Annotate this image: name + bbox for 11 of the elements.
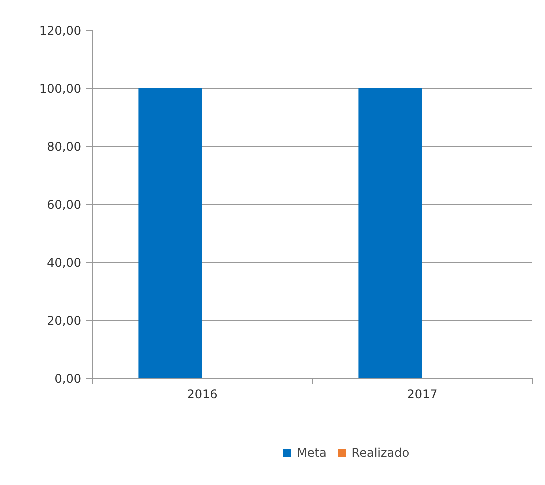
x-tick-label: 2016 <box>187 388 218 402</box>
y-tick-label: 40,00 <box>47 256 82 270</box>
y-tick-label: 80,00 <box>47 140 82 154</box>
legend-label: Realizado <box>352 446 410 460</box>
y-tick-label: 100,00 <box>40 82 82 96</box>
y-tick-label: 0,00 <box>54 372 82 386</box>
y-tick-label: 20,00 <box>47 314 82 328</box>
y-tick-label: 120,00 <box>40 24 82 38</box>
y-tick-label: 60,00 <box>47 198 82 212</box>
legend-label: Meta <box>297 446 327 460</box>
x-tick-label: 2017 <box>407 388 438 402</box>
